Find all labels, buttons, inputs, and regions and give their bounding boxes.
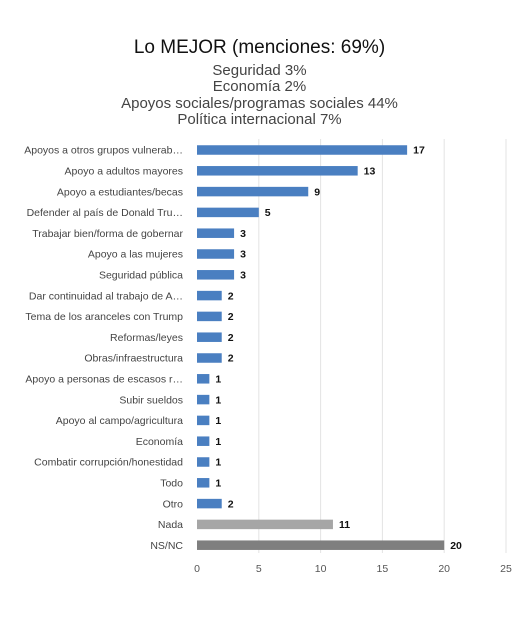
- bar: [197, 415, 210, 426]
- bar: [197, 249, 235, 259]
- chart-subtitle-2: Economía 2%: [212, 78, 307, 95]
- bar-value-label: 13: [364, 166, 376, 178]
- bar: [197, 353, 222, 363]
- bar: [197, 478, 210, 488]
- chart-subtitle-1: Seguridad 3%: [212, 62, 307, 79]
- bar: [197, 394, 210, 405]
- chart-title: Lo MEJOR (menciones: 69%): [133, 37, 386, 58]
- bar: [197, 145, 408, 155]
- category-label: Combatir corrupción/honestidad: [34, 457, 183, 469]
- category-label: NS/NC: [150, 540, 183, 552]
- category-label: Nada: [158, 519, 183, 531]
- category-label: Todo: [160, 478, 183, 490]
- bar: [197, 374, 210, 384]
- bar: [197, 332, 222, 342]
- x-tick-label: 5: [256, 563, 262, 575]
- x-tick-label: 25: [500, 563, 512, 575]
- bar: [197, 290, 222, 301]
- bar-value-label: 17: [413, 145, 425, 157]
- bar-value-label: 1: [215, 436, 221, 448]
- chart-subtitle-3: Apoyos sociales/programas sociales 44%: [121, 95, 398, 112]
- bar-value-label: 2: [228, 353, 234, 365]
- bar-value-label: 3: [240, 270, 246, 282]
- bar-value-label: 1: [215, 374, 221, 386]
- bar-value-label: 1: [215, 415, 221, 427]
- bar: [197, 311, 222, 322]
- bar: [197, 540, 445, 550]
- bar-value-label: 2: [228, 498, 234, 510]
- category-label: Trabajar bien/forma de gobernar: [32, 228, 183, 240]
- bar-value-label: 3: [240, 249, 246, 261]
- bar-value-label: 2: [228, 290, 234, 302]
- category-label: Economía: [136, 436, 183, 448]
- bar-value-label: 2: [228, 332, 234, 344]
- category-label: Apoyo a estudiantes/becas: [57, 186, 183, 198]
- bar-value-label: 1: [215, 394, 221, 406]
- bar-value-label: 9: [314, 186, 320, 198]
- x-tick-label: 15: [377, 563, 389, 575]
- bar: [197, 457, 210, 467]
- bar: [197, 519, 333, 530]
- category-label: Subir sueldos: [119, 394, 183, 406]
- category-label: Apoyos a otros grupos vulnerab…: [24, 145, 183, 157]
- bar-value-label: 11: [339, 519, 350, 531]
- category-label: Obras/infraestructura: [84, 353, 183, 365]
- category-label: Apoyo al campo/agricultura: [56, 415, 183, 427]
- category-label: Seguridad pública: [99, 270, 183, 282]
- bar-value-label: 1: [215, 478, 221, 490]
- chart-subtitle-4: Política internacional 7%: [177, 111, 342, 128]
- category-label: Apoyo a las mujeres: [88, 249, 183, 261]
- bar: [197, 498, 222, 509]
- category-label: Apoyo a adultos mayores: [65, 166, 183, 178]
- x-tick-label: 10: [315, 563, 327, 575]
- bar-value-label: 2: [228, 311, 234, 323]
- bar-value-label: 20: [450, 540, 462, 552]
- bar: [197, 228, 235, 238]
- category-label: Reformas/leyes: [110, 332, 183, 344]
- category-label: Defender al país de Donald Tru…: [27, 207, 183, 219]
- bar: [197, 166, 358, 176]
- bar: [197, 436, 210, 446]
- bar-value-label: 3: [240, 228, 246, 240]
- category-label: Tema de los aranceles con Trump: [25, 311, 183, 323]
- bar-value-label: 5: [265, 207, 271, 219]
- bar: [197, 207, 259, 218]
- category-label: Dar continuidad al trabajo de A…: [29, 290, 183, 302]
- bar: [197, 270, 235, 280]
- bar: [197, 186, 309, 197]
- category-label: Otro: [163, 498, 184, 510]
- x-tick-label: 0: [194, 563, 200, 575]
- category-label: Apoyo a personas de escasos r…: [25, 374, 183, 386]
- x-tick-label: 20: [438, 563, 450, 575]
- bar-value-label: 1: [215, 457, 221, 469]
